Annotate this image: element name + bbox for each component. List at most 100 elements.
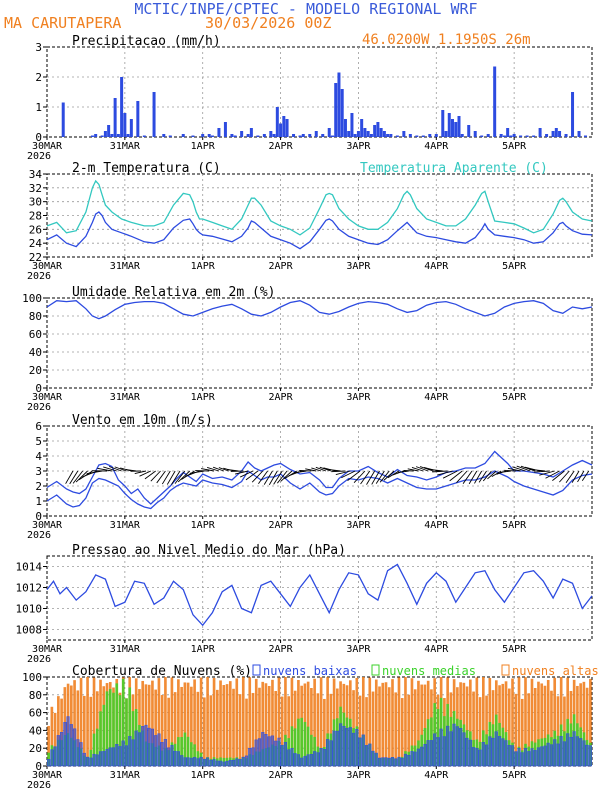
cloud-bar-nuvens-baixas bbox=[254, 739, 258, 767]
cloud-bar-nuvens-baixas bbox=[361, 734, 365, 767]
wind-barb bbox=[315, 466, 327, 472]
precip-bar bbox=[395, 135, 399, 137]
precip-bar bbox=[314, 131, 318, 137]
precip-bar bbox=[360, 119, 364, 137]
precip-bar bbox=[152, 92, 156, 137]
y-tick-label: 3 bbox=[35, 465, 42, 478]
wind-barb bbox=[268, 470, 278, 486]
wind-barb bbox=[319, 466, 332, 472]
cloud-bar-nuvens-baixas bbox=[449, 731, 453, 767]
panel-title-clouds: Cobertura de Nuvens (%) bbox=[72, 664, 252, 679]
cloud-bar-nuvens-altas bbox=[180, 686, 183, 766]
cloud-bar-nuvens-baixas bbox=[170, 745, 174, 767]
wind-barb bbox=[520, 465, 536, 472]
precip-bar bbox=[386, 134, 390, 137]
precip-bar bbox=[181, 134, 185, 137]
cloud-bar-nuvens-altas bbox=[222, 685, 226, 766]
cloud-bar-nuvens-altas bbox=[485, 695, 488, 766]
cloud-bar-nuvens-baixas bbox=[562, 741, 566, 767]
cloud-bar-nuvens-altas bbox=[241, 677, 245, 766]
cloud-bar-nuvens-baixas bbox=[433, 733, 437, 767]
cloud-bar-nuvens-baixas bbox=[108, 747, 112, 767]
cloud-bar-nuvens-altas bbox=[280, 696, 284, 766]
wind-barb bbox=[277, 470, 288, 484]
wind-barb bbox=[577, 470, 585, 483]
cloud-bar-nuvens-baixas bbox=[293, 753, 297, 767]
wind-barb bbox=[397, 470, 409, 473]
y-tick-label: 1012 bbox=[16, 582, 43, 595]
cloud-bar-nuvens-baixas bbox=[520, 752, 524, 767]
precip-bar bbox=[356, 131, 360, 137]
precip-bar bbox=[447, 113, 451, 137]
precip-bar bbox=[240, 131, 244, 137]
cloud-bar-nuvens-baixas bbox=[348, 727, 352, 767]
cloud-bar-nuvens-medias bbox=[306, 726, 310, 766]
precip-bar bbox=[249, 128, 253, 137]
cloud-bar-nuvens-altas bbox=[232, 688, 235, 766]
cloud-bar-nuvens-altas bbox=[209, 695, 213, 766]
wind-barb bbox=[407, 468, 419, 472]
precip-bar bbox=[282, 116, 286, 137]
precip-bar bbox=[584, 135, 588, 137]
precip-bar bbox=[421, 135, 425, 137]
cloud-bar-nuvens-baixas bbox=[384, 757, 388, 767]
cloud-bar-nuvens-baixas bbox=[69, 724, 73, 767]
panel-title-slp: Pressao ao Nivel Medio do Mar (hPa) bbox=[72, 543, 346, 558]
cloud-bar-nuvens-baixas bbox=[150, 728, 155, 767]
cloud-bar-nuvens-baixas bbox=[546, 742, 550, 767]
cloud-bar-nuvens-altas bbox=[329, 693, 333, 766]
cloud-bar-nuvens-baixas bbox=[160, 742, 164, 767]
wind-barb bbox=[234, 470, 249, 475]
cloud-bar-nuvens-altas bbox=[212, 678, 216, 766]
x-tick-label: 31MAR bbox=[110, 770, 141, 781]
cloud-bar-nuvens-altas bbox=[287, 696, 291, 766]
precip-bar bbox=[217, 128, 221, 137]
cloud-bar-nuvens-altas bbox=[206, 677, 209, 766]
cloud-bar-nuvens-altas bbox=[381, 682, 385, 766]
cloud-bar-nuvens-baixas bbox=[459, 728, 463, 767]
precip-bar bbox=[285, 119, 289, 137]
wind-barb bbox=[478, 470, 487, 483]
cloud-bar-nuvens-baixas bbox=[267, 736, 271, 767]
precip-bar bbox=[415, 135, 419, 137]
precip-bar bbox=[207, 134, 211, 137]
series-line-rh bbox=[46, 300, 593, 320]
panel-title-temp: 2-m Temperatura (C) bbox=[72, 161, 221, 176]
precip-bar bbox=[120, 77, 124, 137]
x-tick-label: 3APR bbox=[346, 770, 371, 781]
x-tick-label: 2APR bbox=[269, 770, 294, 781]
cloud-bar-nuvens-medias bbox=[121, 678, 125, 766]
cloud-bar-nuvens-altas bbox=[374, 679, 378, 766]
x-tick-label: 4APR bbox=[424, 770, 449, 781]
cloud-bar-nuvens-medias bbox=[108, 689, 112, 766]
cloud-bar-nuvens-baixas bbox=[501, 738, 505, 767]
cloud-bar-nuvens-baixas bbox=[296, 754, 300, 767]
cloud-bar-nuvens-baixas bbox=[575, 736, 579, 767]
cloud-bar-nuvens-altas bbox=[520, 698, 524, 766]
wind-barb bbox=[156, 470, 166, 484]
cloud-bar-nuvens-baixas bbox=[345, 728, 349, 767]
y-tick-label: 22 bbox=[29, 251, 42, 264]
x-tick-label: 4APR bbox=[424, 261, 449, 272]
precip-bar bbox=[554, 128, 558, 137]
panel-frame bbox=[46, 676, 593, 767]
cloud-bar-nuvens-altas bbox=[154, 689, 157, 766]
cloud-bar-nuvens-altas bbox=[589, 678, 592, 766]
cloud-bar-nuvens-baixas bbox=[530, 748, 534, 767]
wind-barb bbox=[177, 470, 191, 483]
cloud-bar-nuvens-altas bbox=[397, 677, 401, 766]
cloud-bar-nuvens-altas bbox=[501, 683, 505, 766]
cloud-bar-nuvens-altas bbox=[245, 698, 248, 766]
cloud-bar-nuvens-baixas bbox=[400, 757, 404, 767]
panel-title-wind: Vento em 10m (m/s) bbox=[72, 413, 213, 428]
wind-barb bbox=[533, 470, 550, 473]
y-tick-label: 0 bbox=[35, 131, 42, 144]
cloud-bar-nuvens-baixas bbox=[257, 738, 262, 767]
cloud-bar-nuvens-medias bbox=[95, 728, 99, 766]
wind-barb bbox=[507, 467, 521, 472]
wind-barb bbox=[166, 470, 176, 485]
precip-bar bbox=[454, 122, 458, 137]
